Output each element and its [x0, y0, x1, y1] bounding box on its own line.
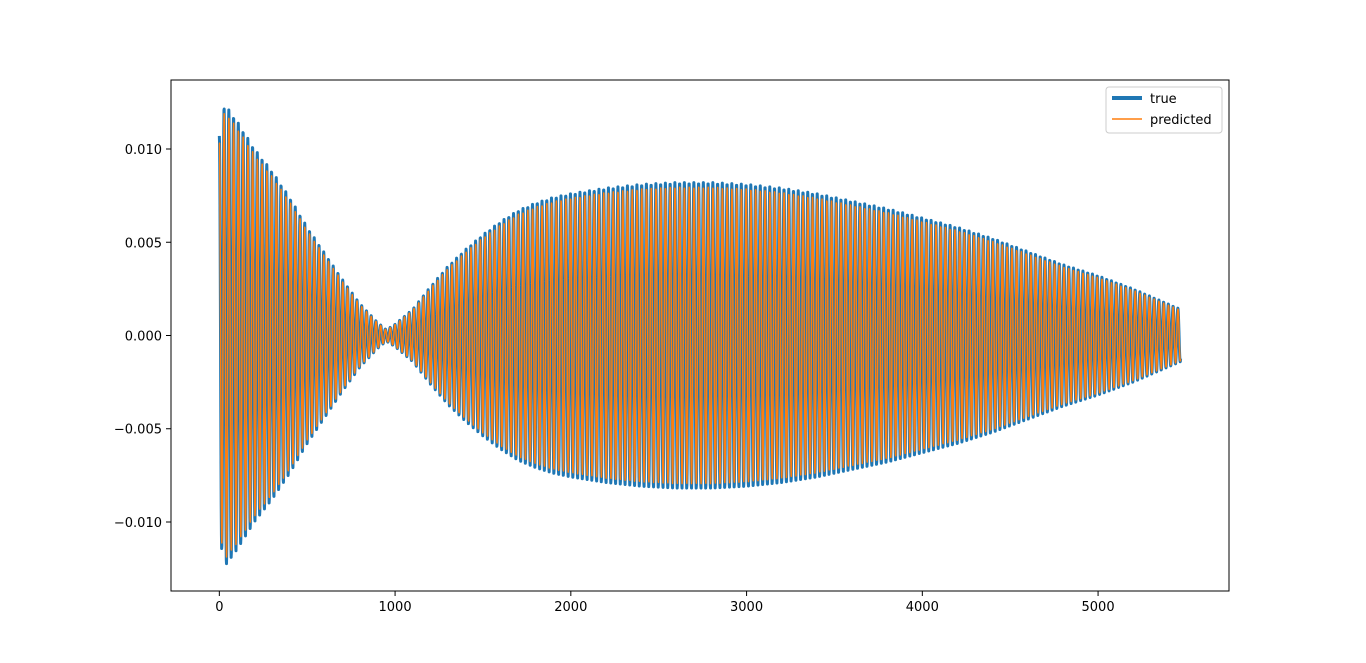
x-axis: 0 1000 2000 3000 4000 5000: [215, 591, 1115, 615]
x-tick-label: 2000: [554, 600, 587, 615]
legend-label-predicted: predicted: [1150, 113, 1212, 128]
x-tick-label: 3000: [730, 600, 763, 615]
series-line-predicted: [218, 112, 1182, 558]
series-layer: [217, 107, 1183, 566]
plot-area: [170, 79, 1230, 592]
y-tick-label: −0.010: [114, 516, 162, 531]
x-tick-label: 5000: [1082, 600, 1115, 615]
y-tick-label: 0.005: [125, 236, 162, 251]
legend-label-true: true: [1150, 92, 1177, 107]
y-tick-label: 0.010: [125, 143, 162, 158]
x-tick-label: 4000: [906, 600, 939, 615]
legend: true predicted: [1105, 86, 1223, 134]
y-tick-label: −0.005: [114, 423, 162, 438]
x-tick-label: 1000: [379, 600, 412, 615]
y-tick-label: 0.000: [125, 330, 162, 345]
y-axis: 0.010 0.005 0.000 −0.005 −0.010: [114, 143, 171, 531]
x-tick-label: 0: [215, 600, 223, 615]
